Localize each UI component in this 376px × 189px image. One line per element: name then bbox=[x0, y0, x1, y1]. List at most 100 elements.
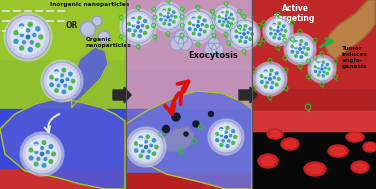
Circle shape bbox=[314, 70, 317, 72]
Circle shape bbox=[239, 26, 241, 28]
Circle shape bbox=[223, 21, 225, 23]
Circle shape bbox=[324, 67, 326, 69]
Circle shape bbox=[20, 33, 23, 36]
Circle shape bbox=[233, 23, 255, 45]
Circle shape bbox=[272, 25, 276, 29]
Circle shape bbox=[203, 30, 206, 33]
Ellipse shape bbox=[328, 145, 348, 157]
Circle shape bbox=[66, 78, 69, 81]
Circle shape bbox=[28, 22, 32, 26]
Circle shape bbox=[322, 75, 324, 77]
Circle shape bbox=[318, 67, 320, 69]
Circle shape bbox=[229, 134, 232, 137]
Circle shape bbox=[249, 38, 252, 40]
Circle shape bbox=[23, 41, 26, 44]
Circle shape bbox=[235, 30, 238, 33]
Circle shape bbox=[255, 64, 285, 94]
Circle shape bbox=[61, 74, 64, 77]
Circle shape bbox=[273, 29, 275, 31]
Circle shape bbox=[265, 18, 291, 44]
Circle shape bbox=[139, 144, 142, 146]
Circle shape bbox=[158, 7, 178, 27]
Circle shape bbox=[229, 17, 230, 19]
Circle shape bbox=[221, 24, 224, 26]
Circle shape bbox=[308, 55, 336, 83]
Circle shape bbox=[44, 157, 47, 160]
FancyArrow shape bbox=[239, 87, 257, 103]
Circle shape bbox=[184, 132, 188, 136]
Bar bbox=[0, 0, 126, 59]
Circle shape bbox=[244, 41, 247, 43]
Bar bbox=[252, 0, 376, 119]
Circle shape bbox=[52, 152, 55, 156]
Circle shape bbox=[145, 140, 147, 143]
Circle shape bbox=[238, 27, 242, 32]
Ellipse shape bbox=[258, 154, 278, 168]
Circle shape bbox=[239, 40, 241, 42]
Circle shape bbox=[42, 164, 46, 167]
Circle shape bbox=[291, 50, 294, 53]
Polygon shape bbox=[161, 127, 194, 151]
Circle shape bbox=[152, 152, 156, 155]
Circle shape bbox=[317, 62, 320, 64]
Circle shape bbox=[4, 13, 52, 61]
Circle shape bbox=[300, 40, 303, 42]
Circle shape bbox=[57, 84, 60, 87]
Circle shape bbox=[294, 42, 298, 47]
Circle shape bbox=[247, 32, 249, 34]
Circle shape bbox=[167, 12, 169, 14]
Circle shape bbox=[214, 125, 238, 149]
Circle shape bbox=[273, 23, 275, 26]
Circle shape bbox=[284, 33, 316, 65]
Circle shape bbox=[46, 151, 49, 154]
Circle shape bbox=[27, 29, 30, 32]
Circle shape bbox=[92, 16, 102, 26]
Circle shape bbox=[132, 133, 160, 161]
Circle shape bbox=[226, 25, 228, 27]
Circle shape bbox=[263, 16, 293, 46]
Circle shape bbox=[269, 78, 271, 80]
Circle shape bbox=[243, 29, 245, 31]
Circle shape bbox=[216, 132, 219, 135]
Circle shape bbox=[18, 26, 25, 33]
Circle shape bbox=[281, 29, 283, 31]
Circle shape bbox=[269, 74, 271, 76]
Circle shape bbox=[299, 44, 301, 46]
Circle shape bbox=[164, 15, 165, 17]
Circle shape bbox=[135, 142, 138, 145]
Circle shape bbox=[193, 121, 199, 127]
Circle shape bbox=[317, 63, 321, 67]
Circle shape bbox=[299, 48, 301, 50]
Circle shape bbox=[198, 33, 201, 36]
Circle shape bbox=[168, 8, 170, 11]
Circle shape bbox=[326, 72, 328, 74]
Circle shape bbox=[135, 149, 138, 152]
Ellipse shape bbox=[346, 132, 364, 142]
Circle shape bbox=[232, 142, 235, 144]
Circle shape bbox=[62, 68, 66, 72]
Circle shape bbox=[26, 35, 30, 39]
Circle shape bbox=[50, 83, 53, 87]
Circle shape bbox=[61, 80, 64, 83]
Circle shape bbox=[268, 21, 288, 41]
Circle shape bbox=[148, 150, 150, 153]
Bar bbox=[252, 111, 376, 131]
Circle shape bbox=[168, 23, 170, 26]
Circle shape bbox=[41, 60, 83, 102]
Ellipse shape bbox=[261, 156, 275, 166]
Circle shape bbox=[286, 35, 314, 63]
Text: Inorganic nanoparticles: Inorganic nanoparticles bbox=[50, 2, 129, 7]
Ellipse shape bbox=[351, 161, 369, 173]
Circle shape bbox=[326, 64, 328, 66]
Text: Organic
nanoparticles: Organic nanoparticles bbox=[86, 37, 132, 48]
Circle shape bbox=[208, 37, 220, 49]
Bar bbox=[0, 169, 126, 189]
Circle shape bbox=[219, 129, 224, 134]
Circle shape bbox=[221, 13, 224, 17]
Circle shape bbox=[126, 127, 166, 167]
Circle shape bbox=[131, 19, 136, 24]
Circle shape bbox=[216, 139, 219, 142]
Circle shape bbox=[222, 140, 224, 142]
Circle shape bbox=[295, 41, 297, 43]
Circle shape bbox=[264, 72, 268, 77]
